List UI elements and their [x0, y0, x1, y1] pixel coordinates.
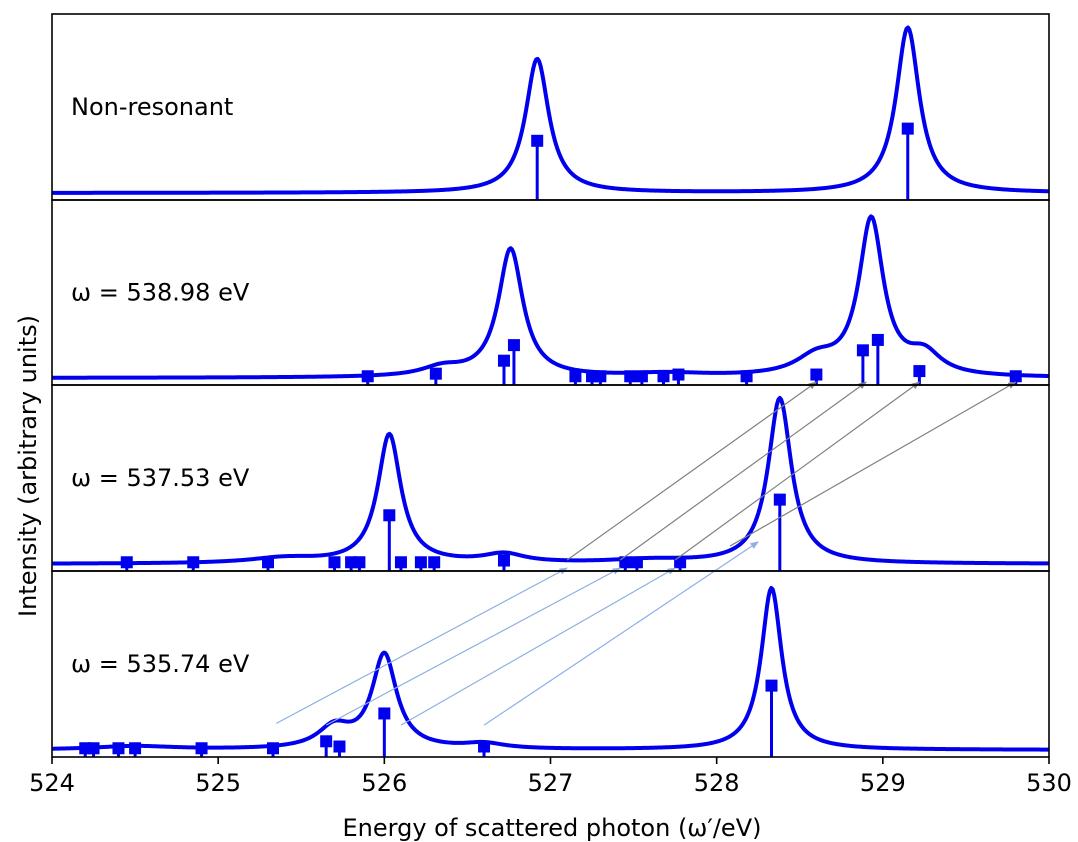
stick-marker: [112, 742, 125, 757]
stick-marker: [328, 556, 341, 571]
arrows-layer: [276, 381, 1017, 726]
x-tick-label: 529: [860, 769, 906, 797]
stick-marker: [414, 556, 427, 571]
stick-marker: [378, 707, 391, 757]
panel-3: ω = 537.53 eV: [51, 395, 1050, 571]
stick-marker: [594, 370, 607, 385]
stick-marker: [187, 556, 200, 571]
spectrum-line: [51, 25, 1050, 195]
panel-label: ω = 538.98 eV: [71, 279, 250, 307]
stick-marker: [630, 556, 643, 571]
panel-label: ω = 537.53 eV: [71, 464, 250, 492]
stick-marker: [657, 370, 670, 385]
transition-arrow: [483, 541, 759, 726]
stick-marker: [120, 556, 133, 571]
x-tick-label: 526: [361, 769, 407, 797]
x-tick-label: 527: [528, 769, 574, 797]
stick-marker: [773, 493, 786, 571]
x-tick-label: 524: [29, 769, 75, 797]
stick-marker: [624, 370, 637, 385]
y-axis-label: Intensity (arbitrary units): [14, 315, 42, 617]
panel-2: ω = 538.98 eV: [51, 214, 1050, 385]
panel-4: ω = 535.74 eV: [51, 585, 1050, 757]
transition-arrow: [674, 381, 921, 561]
transition-arrow: [400, 567, 676, 726]
stick-marker: [531, 134, 544, 200]
stick-marker: [507, 339, 520, 385]
spectrum-line: [51, 395, 1050, 566]
stick-marker: [569, 370, 582, 385]
panels-layer: Non-resonant ω = 538.98 eV ω = 537.53 eV ω …: [51, 25, 1050, 757]
spectrum-line: [51, 214, 1050, 380]
stick-marker: [497, 354, 510, 385]
stick-marker: [674, 556, 687, 571]
stick-marker: [394, 556, 407, 571]
stick-marker: [353, 556, 366, 571]
transition-arrow: [325, 567, 622, 726]
stick-marker: [856, 344, 869, 385]
x-axis-label: Energy of scattered photon (ω′/eV): [343, 814, 762, 842]
stick-marker: [262, 556, 275, 571]
transition-arrow: [276, 567, 568, 724]
stick-marker: [428, 556, 441, 571]
x-ticks-layer: 524 525 526 527 528 529 530: [29, 757, 1072, 797]
x-tick-label: 528: [694, 769, 740, 797]
panel-label: ω = 535.74 eV: [71, 650, 250, 678]
stick-marker: [497, 554, 510, 571]
stick-marker: [429, 367, 442, 385]
stick-marker: [740, 370, 753, 385]
stick-marker: [478, 740, 491, 757]
stick-marker: [383, 509, 396, 571]
stick-marker: [195, 742, 208, 757]
stick-marker: [901, 122, 914, 200]
panel-1: Non-resonant: [51, 25, 1050, 200]
stick-marker: [129, 742, 142, 757]
transition-arrow: [566, 381, 818, 561]
stick-marker: [87, 742, 100, 757]
stick-marker: [672, 368, 685, 385]
x-tick-label: 530: [1026, 769, 1072, 797]
stick-marker: [871, 333, 884, 385]
x-tick-label: 525: [195, 769, 241, 797]
stick-marker: [267, 742, 280, 757]
stick-marker: [333, 740, 346, 757]
panel-label: Non-resonant: [71, 93, 233, 121]
transition-arrow: [729, 381, 1017, 547]
stick-marker: [619, 556, 632, 571]
stick-marker: [765, 679, 778, 757]
stick-marker: [635, 370, 648, 385]
spectrum-line: [51, 585, 1050, 752]
transition-arrow: [619, 381, 867, 561]
stick-marker: [1009, 370, 1022, 385]
stick-marker: [320, 735, 333, 757]
stick-marker: [361, 370, 374, 385]
